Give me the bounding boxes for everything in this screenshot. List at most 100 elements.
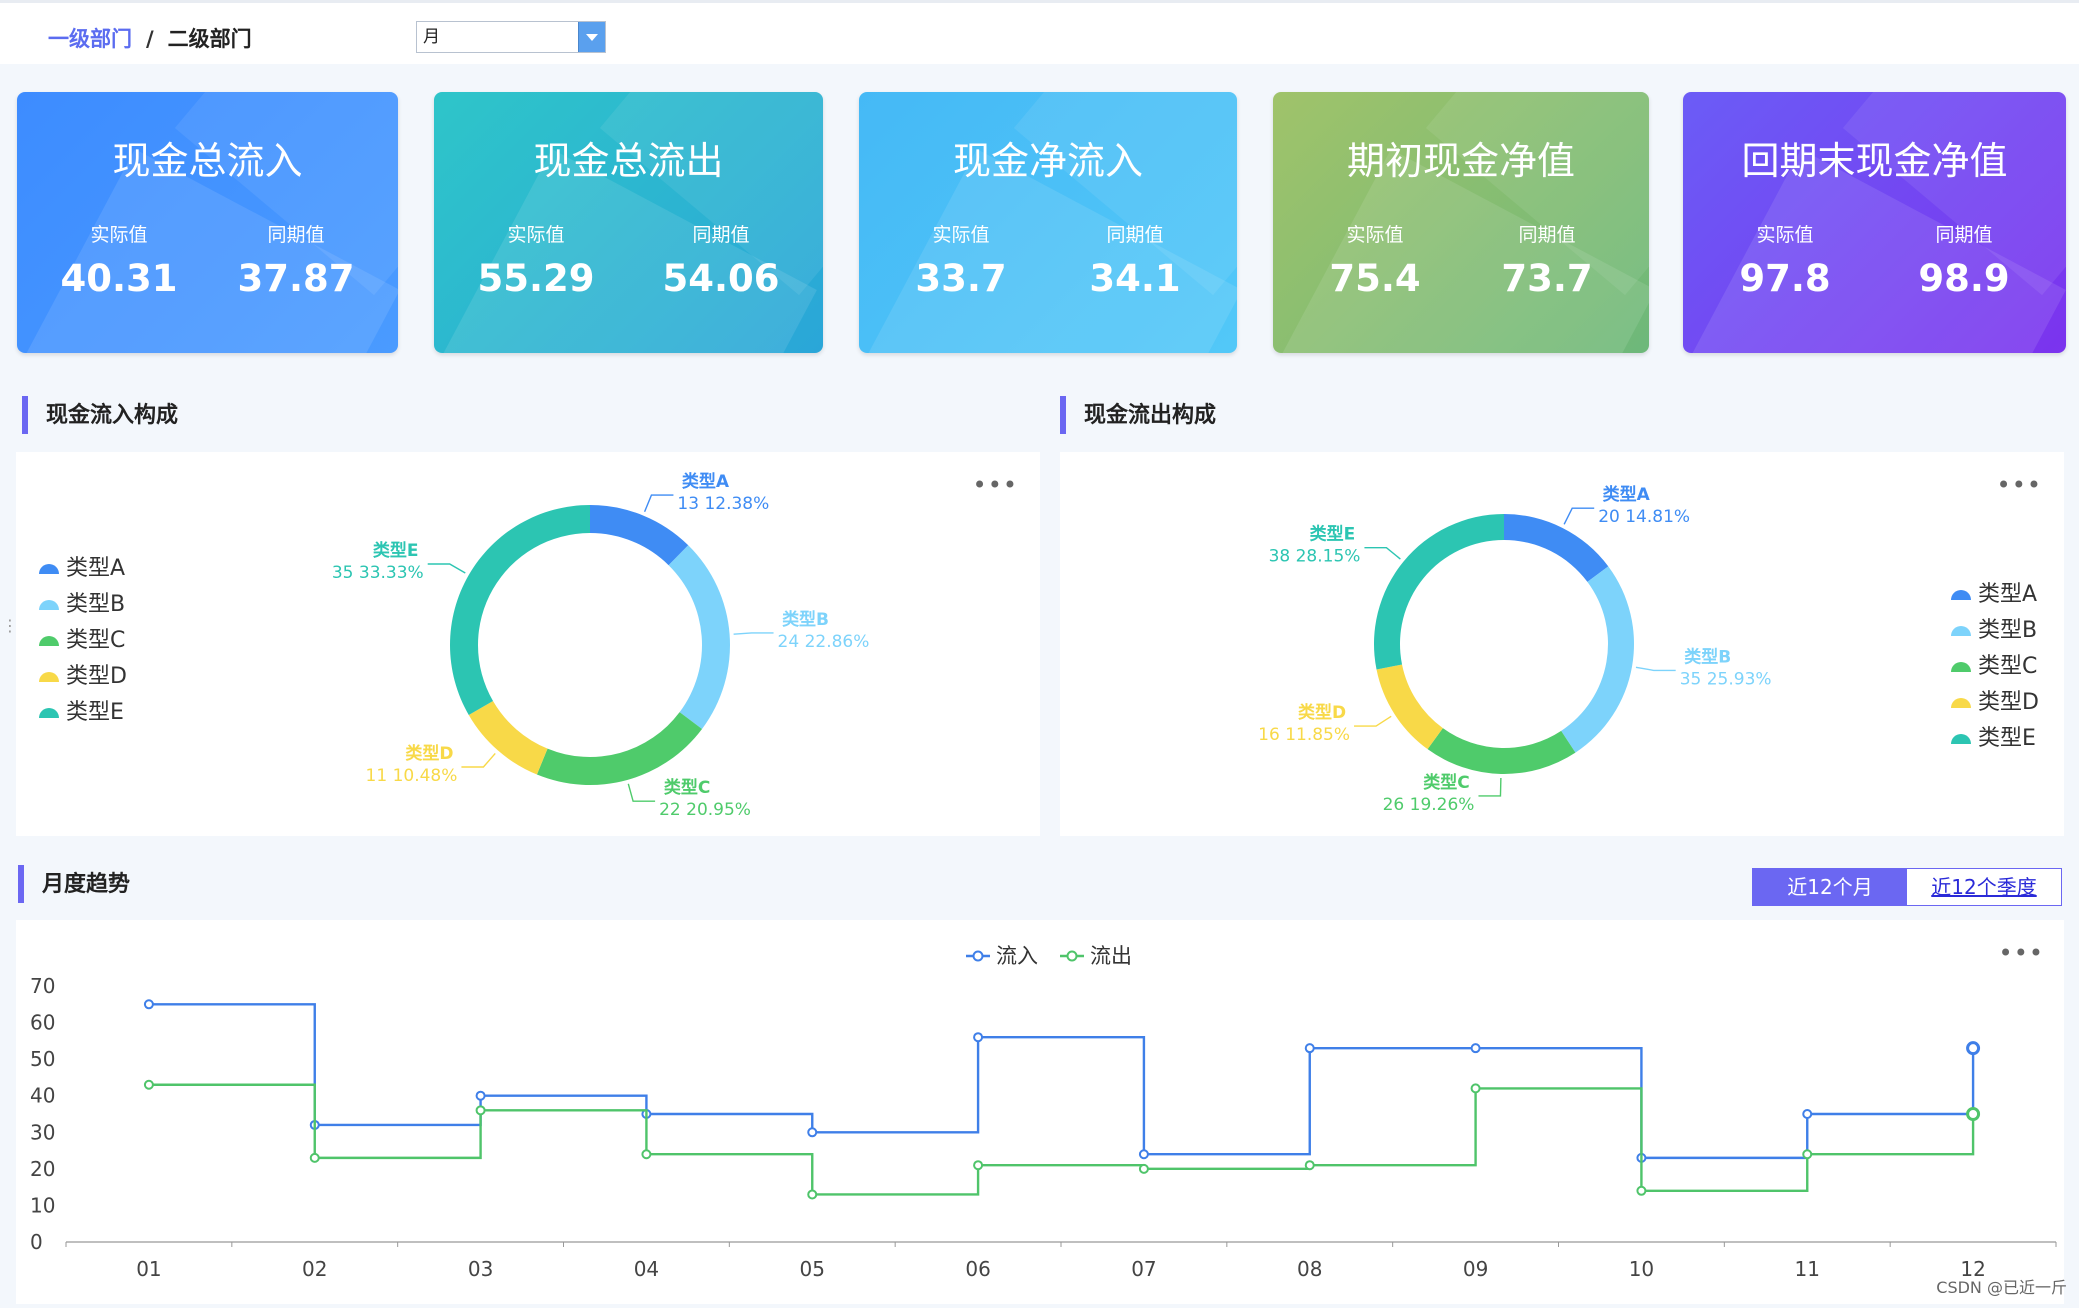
legend-item[interactable]: 类型C: [1950, 652, 2037, 682]
pie-label-value: 11 10.48%: [366, 766, 458, 786]
legend-label: 类型E: [1978, 726, 2036, 751]
pie-slice[interactable]: [1374, 514, 1504, 670]
pie-slice[interactable]: [1561, 566, 1634, 753]
legend-label: 类型D: [1978, 690, 2039, 715]
kpi-card[interactable]: 现金净流入 实际值 同期值 33.7 34.1: [859, 92, 1237, 353]
y-tick-label: 60: [30, 1011, 55, 1035]
series-point[interactable]: [1636, 1185, 1647, 1196]
x-tick-label: 10: [1629, 1257, 1654, 1281]
trend-panel: ••• 0 10 20 30 40 50 60 70 01 02 03 04 05 06 07 08 09 10 1…: [16, 920, 2064, 1304]
card-prior-value: 34.1: [1089, 257, 1181, 300]
tab-last-12-quarters[interactable]: 近12个季度: [1907, 869, 2061, 905]
pie-slice[interactable]: [590, 505, 689, 566]
series-point[interactable]: [1802, 1109, 1813, 1119]
series-point[interactable]: [475, 1090, 486, 1101]
series-point[interactable]: [1138, 1149, 1149, 1160]
series-point[interactable]: [1138, 1163, 1149, 1174]
x-tick-label: 12: [1960, 1257, 1985, 1281]
pie-label-line: [1364, 546, 1401, 560]
card-prior-label: 同期值: [692, 224, 750, 246]
series-point[interactable]: [1304, 1160, 1315, 1171]
legend-item[interactable]: 类型C: [38, 626, 125, 656]
y-tick-label: 30: [30, 1120, 55, 1144]
breadcrumb-level2: 二级部门: [167, 27, 252, 51]
legend-label: 类型D: [66, 664, 127, 689]
legend-marker-icon: [1951, 698, 1971, 708]
breadcrumb: 一级部门 / 二级部门: [48, 23, 252, 53]
card-prior-label: 同期值: [1518, 224, 1576, 246]
series-point[interactable]: [1966, 1041, 1981, 1056]
series-point[interactable]: [1802, 1149, 1813, 1160]
legend-item[interactable]: 类型E: [38, 698, 124, 728]
series-point[interactable]: [1304, 1043, 1315, 1054]
pie-slice[interactable]: [1427, 728, 1576, 774]
legend-marker-icon: [39, 636, 59, 646]
x-tick-label: 11: [1795, 1257, 1820, 1281]
tab-last-12-months[interactable]: 近12个月: [1753, 869, 1907, 905]
pie-slice[interactable]: [668, 545, 730, 729]
kpi-card[interactable]: 回期末现金净值 实际值 同期值 97.8 98.9: [1683, 92, 2066, 353]
chevron-down-icon[interactable]: [578, 22, 605, 52]
kpi-card[interactable]: 期初现金净值 实际值 同期值 75.4 73.7: [1273, 92, 1649, 353]
pie-slice[interactable]: [450, 505, 590, 715]
period-select[interactable]: 月: [416, 21, 606, 53]
y-tick-label: 10: [30, 1193, 55, 1217]
card-actual-label: 实际值: [1346, 224, 1404, 246]
legend-marker-icon: [39, 672, 59, 682]
card-actual-label: 实际值: [1756, 224, 1814, 246]
pie-label-value: 22 20.95%: [659, 800, 751, 820]
pie-slice[interactable]: [1376, 664, 1443, 750]
legend-label[interactable]: 流出: [1090, 944, 1132, 968]
card-prior-value: 37.87: [237, 257, 355, 300]
series-point[interactable]: [143, 999, 154, 1010]
x-tick-label: 05: [800, 1257, 825, 1281]
pie-label-value: 13 12.38%: [677, 494, 769, 514]
series-point[interactable]: [309, 1152, 320, 1163]
series-point[interactable]: [1470, 1083, 1481, 1094]
series-point[interactable]: [1470, 1043, 1481, 1054]
card-actual-value: 75.4: [1329, 257, 1421, 300]
card-prior-label: 同期值: [1935, 224, 1993, 246]
legend-item[interactable]: 类型E: [1950, 724, 2036, 754]
legend-item[interactable]: 类型A: [38, 554, 125, 584]
series-point[interactable]: [807, 1189, 818, 1200]
pie-label-name: 类型B: [1684, 646, 1731, 667]
legend-item[interactable]: 类型B: [1950, 616, 2037, 646]
series-point[interactable]: [1966, 1107, 1981, 1121]
series-line: [148, 1003, 1975, 1160]
pie-slice[interactable]: [1504, 514, 1609, 582]
series-point[interactable]: [973, 1032, 984, 1043]
breadcrumb-separator: /: [146, 27, 154, 51]
legend-item[interactable]: 类型B: [38, 590, 125, 620]
series-point[interactable]: [641, 1149, 652, 1160]
pie-label-name: 类型D: [405, 743, 453, 764]
kpi-card[interactable]: 现金总流入 实际值 同期值 40.31 37.87: [17, 92, 398, 353]
card-prior-value: 54.06: [662, 257, 780, 300]
card-actual-label: 实际值: [90, 224, 148, 246]
inflow-panel: ••• 类型A 类型B 类型C 类型D 类型E 类型A 13 12.38% 类型B 24 22…: [16, 452, 1040, 836]
series-point[interactable]: [475, 1105, 486, 1116]
pie-label-line: [427, 563, 466, 574]
legend-label: 类型A: [66, 556, 126, 581]
pie-label-name: 类型E: [373, 540, 419, 561]
pie-label-name: 类型E: [1310, 524, 1356, 545]
series-point[interactable]: [807, 1127, 818, 1138]
pie-label-value: 26 19.26%: [1383, 795, 1475, 815]
legend-item[interactable]: 类型D: [38, 662, 127, 692]
pie-label-name: 类型D: [1298, 702, 1346, 723]
pie-label-line: [733, 632, 774, 635]
x-tick-label: 06: [965, 1257, 990, 1281]
series-point[interactable]: [973, 1160, 984, 1171]
legend-label[interactable]: 流入: [996, 944, 1038, 968]
breadcrumb-level1[interactable]: 一级部门: [48, 27, 132, 51]
card-actual-label: 实际值: [507, 224, 565, 246]
kpi-card[interactable]: 现金总流出 实际值 同期值 55.29 54.06: [434, 92, 823, 353]
x-tick-label: 07: [1131, 1257, 1156, 1281]
outflow-section-title: 现金流出构成: [1060, 396, 1216, 434]
series-point[interactable]: [143, 1079, 154, 1090]
legend-item[interactable]: 类型D: [1950, 688, 2039, 718]
pie-slice[interactable]: [468, 701, 548, 775]
pie-slice[interactable]: [536, 712, 703, 785]
legend-item[interactable]: 类型A: [1950, 580, 2037, 610]
